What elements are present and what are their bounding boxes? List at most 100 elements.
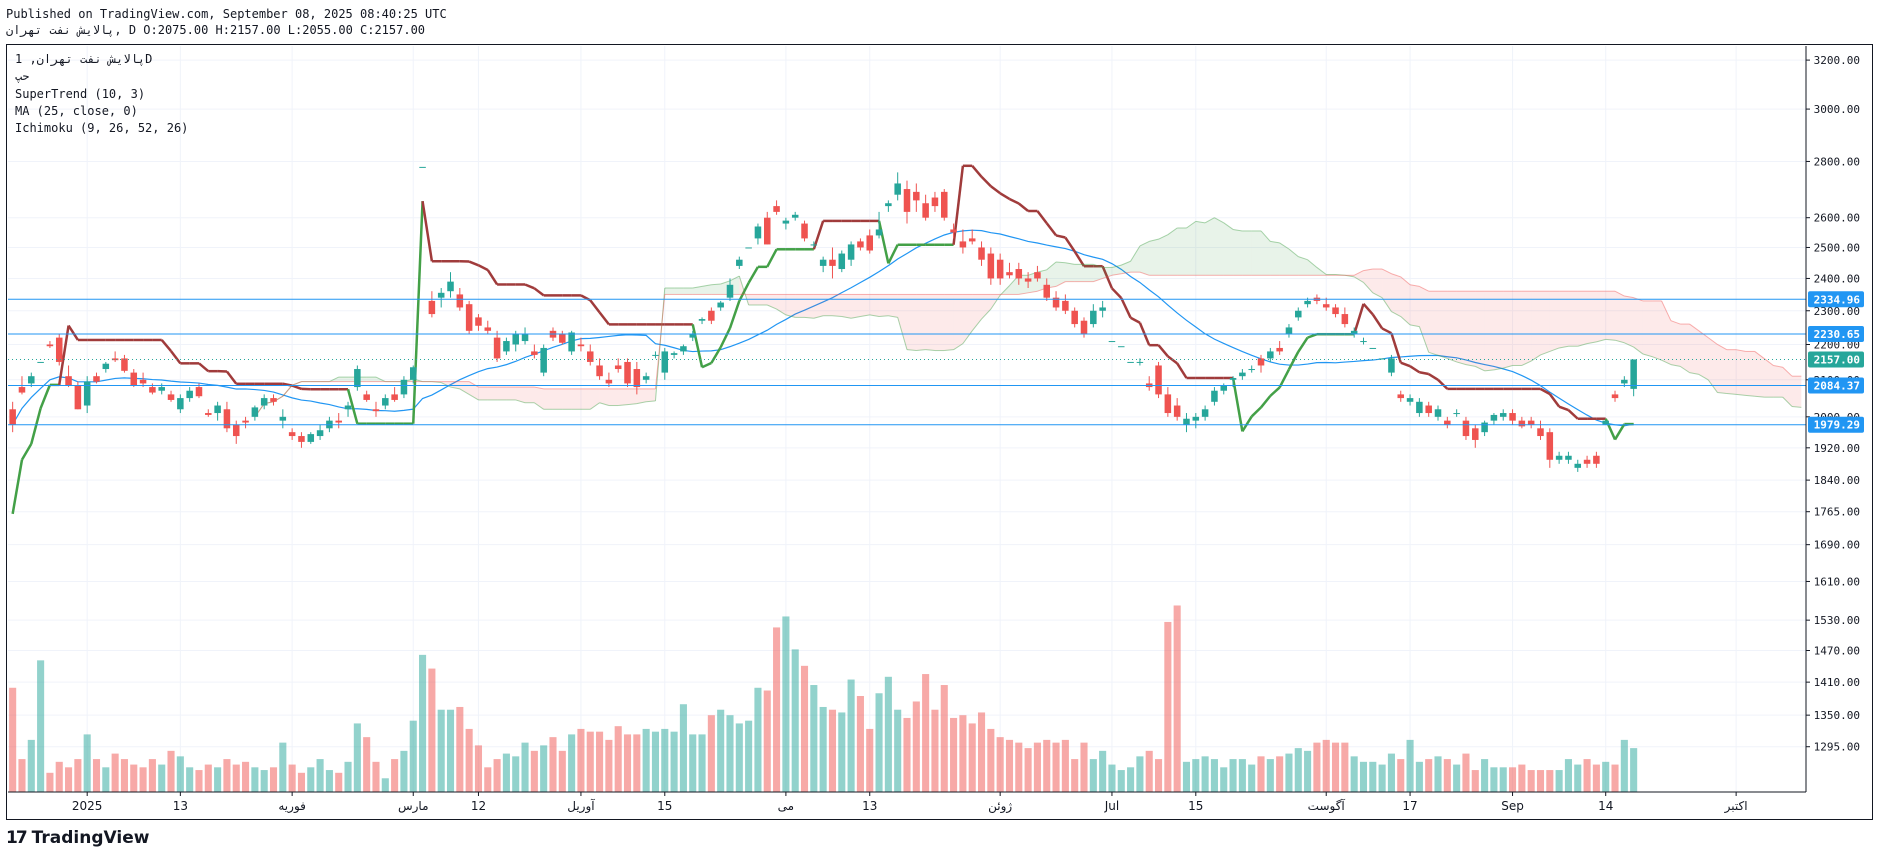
cloud-segment [981,294,991,320]
supertrend-segment [1241,415,1253,433]
cloud-segment [1670,320,1681,367]
volume-bar [1192,759,1200,792]
volume-bar [968,723,976,792]
senkou-span-a [1540,350,1550,356]
candle-body [996,259,1004,279]
candle-body [633,369,641,388]
legend-ichimoku[interactable]: Ichimoku (9, 26, 52, 26) [15,121,189,135]
chart-frame[interactable] [6,44,1873,820]
senkou-span-a [1270,240,1280,244]
volume-bar [1592,764,1600,792]
volume-bar [1527,770,1535,792]
senkou-span-a [515,399,526,404]
candle-body [493,337,501,359]
cloud-segment [1195,221,1206,276]
candle-body [1295,310,1302,318]
senkou-span-a [1530,354,1541,362]
volume-bar [27,739,35,792]
cloud-segment [1056,262,1066,287]
senkou-span-a [1298,256,1308,261]
candle-body [205,413,212,415]
volume-bar [1210,759,1218,792]
time-tick-label: آگوست [1308,798,1346,814]
volume-bar [1173,605,1181,792]
senkou-span-a [375,376,386,383]
candle-body [1276,347,1283,352]
candle-body [307,434,315,442]
senkou-span-b [282,384,293,397]
senkou-span-a [1400,316,1411,326]
volume-bar [1359,761,1368,792]
volume-bar [735,723,743,792]
cloud-segment [1596,291,1606,342]
cloud-segment [916,294,926,351]
volume-bar [456,706,464,792]
supertrend-segment [225,370,238,385]
legend-supertrend[interactable]: SuperTrend (10, 3) [15,87,146,101]
legend-ma[interactable]: MA (25, close, 0) [15,104,138,118]
supertrend-segment [198,362,210,373]
candle-body [223,409,231,429]
candle-body [363,394,370,400]
tradingview-brand[interactable]: 17 TradingView [6,828,149,848]
cloud-segment [1261,230,1271,276]
senkou-span-a [589,402,600,410]
volume-bar [1229,759,1237,792]
volume-bar [903,717,911,792]
candle-body [1136,361,1144,363]
candle-body [922,203,929,218]
candle-body [465,304,473,331]
candle-body [232,424,240,437]
supertrend-segment [952,165,965,245]
candle-body [1388,358,1395,373]
senkou-span-a [785,314,796,318]
candle-body [1099,307,1106,311]
volume-bar [204,764,212,792]
cloud-segment [683,287,693,295]
volume-bar [596,731,604,792]
candle-body [950,229,957,233]
candle-body [736,259,743,266]
candle-body [382,398,389,406]
volume-bar [139,767,147,792]
price-chart[interactable]: 3200.00 3000.00 2800.00 2600.00 2500.00 2400.… [0,0,1878,820]
senkou-span-a [1130,245,1141,262]
volume-bar [372,761,380,792]
senkou-span-b [1028,290,1038,294]
volume-bar [120,759,128,792]
candle-body [46,344,54,347]
senkou-span-a [627,403,637,406]
senkou-span-a [636,401,647,405]
volume-bar [1397,759,1405,792]
candle-body [1034,272,1041,279]
cloud-segment [860,294,870,317]
cloud-segment [879,294,889,317]
senkou-span-b [1093,277,1103,283]
candle-body [1062,300,1069,311]
volume-bar [1005,739,1014,792]
cloud-segment [1642,300,1653,357]
senkou-span-a [1344,274,1355,278]
price-tick-label: 3200.00 [1814,54,1860,67]
grid [8,46,1806,792]
candle-body [1555,455,1563,460]
senkou-span-a [1670,364,1681,367]
candle-body [680,346,687,352]
candle-body [195,387,203,397]
volume-bar [1127,767,1135,792]
candle-body [1630,359,1637,389]
cloud-segment [692,286,703,295]
volume-bar [530,750,538,792]
volume-bar [1415,761,1423,792]
supertrend-segment [1381,327,1393,335]
volume-bar [1499,767,1507,792]
candle-body [670,353,678,355]
volume-bar [577,728,585,792]
price-label-text: 1979.29 [1814,419,1860,432]
volume-bar [111,753,119,792]
senkou-span-a [906,349,917,352]
cloud-segment [1456,291,1466,365]
candle-body [1341,314,1349,325]
candle-body [521,334,529,342]
volume-bar [474,745,483,792]
